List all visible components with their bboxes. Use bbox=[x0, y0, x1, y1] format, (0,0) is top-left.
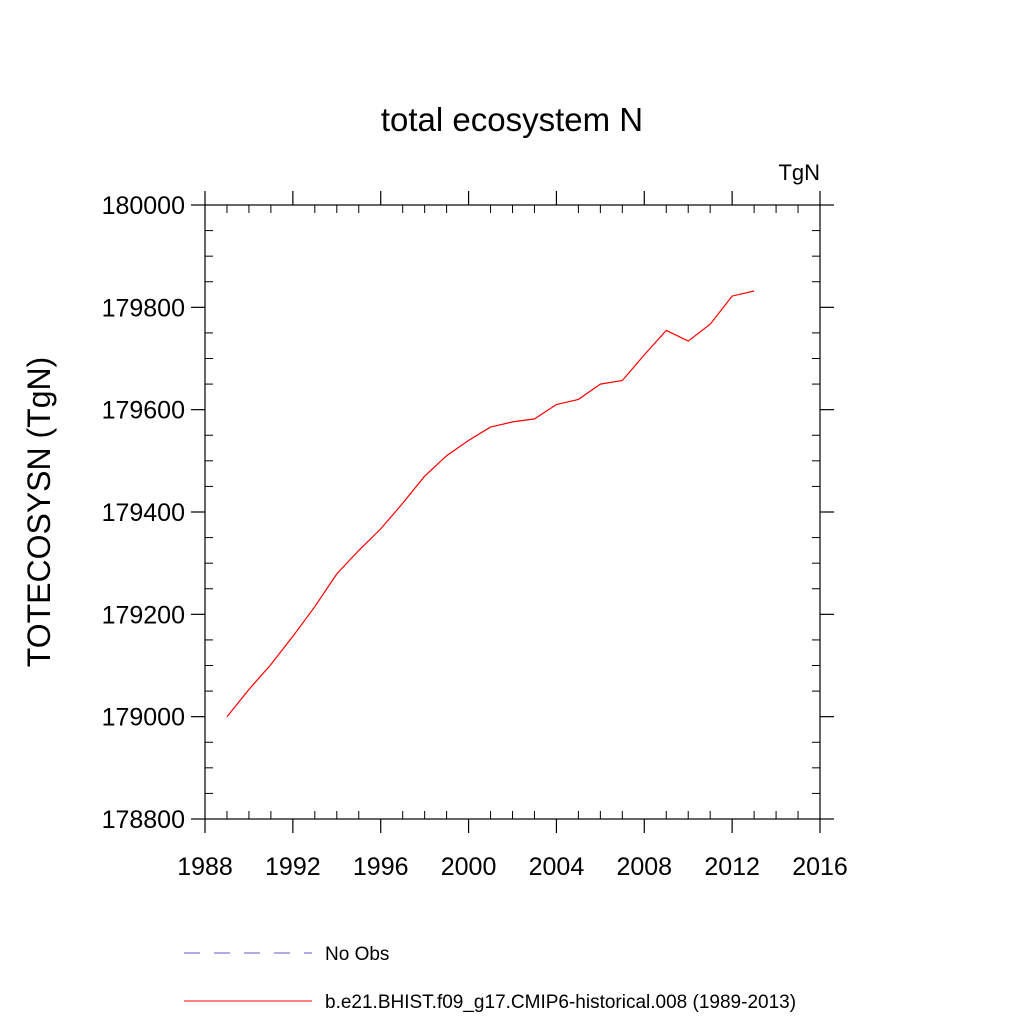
y-tick-label: 179800 bbox=[102, 294, 185, 322]
y-axis-label: TOTECOSYSN (TgN) bbox=[21, 357, 57, 668]
y-tick-label: 179400 bbox=[102, 499, 185, 527]
units-label: TgN bbox=[778, 160, 820, 185]
x-tick-label: 1988 bbox=[177, 853, 233, 881]
legend: No Obs b.e21.BHIST.f09_g17.CMIP6-historic… bbox=[184, 944, 796, 1013]
axis-ticks: 178800 179000 179200 179400 179600 179800 1800… bbox=[102, 191, 848, 881]
y-tick-label: 180000 bbox=[102, 192, 185, 220]
data-series bbox=[226, 290, 755, 718]
x-tick-label: 1996 bbox=[353, 853, 409, 881]
plot-frame bbox=[204, 204, 821, 820]
y-tick-label: 179200 bbox=[102, 601, 185, 629]
x-tick-label: 1992 bbox=[265, 853, 321, 881]
y-tick-label: 178800 bbox=[102, 806, 185, 834]
y-tick-label: 179600 bbox=[102, 397, 185, 425]
legend-label: b.e21.BHIST.f09_g17.CMIP6-historical.008… bbox=[325, 992, 796, 1013]
legend-label: No Obs bbox=[325, 944, 389, 965]
series-line bbox=[226, 290, 755, 718]
x-tick-label: 2008 bbox=[616, 853, 672, 881]
x-tick-label: 2012 bbox=[704, 853, 760, 881]
chart-title: total ecosystem N bbox=[381, 101, 643, 138]
x-tick-label: 2016 bbox=[792, 853, 848, 881]
x-tick-label: 2004 bbox=[529, 853, 585, 881]
y-tick-label: 179000 bbox=[102, 704, 185, 732]
x-tick-label: 2000 bbox=[441, 853, 497, 881]
